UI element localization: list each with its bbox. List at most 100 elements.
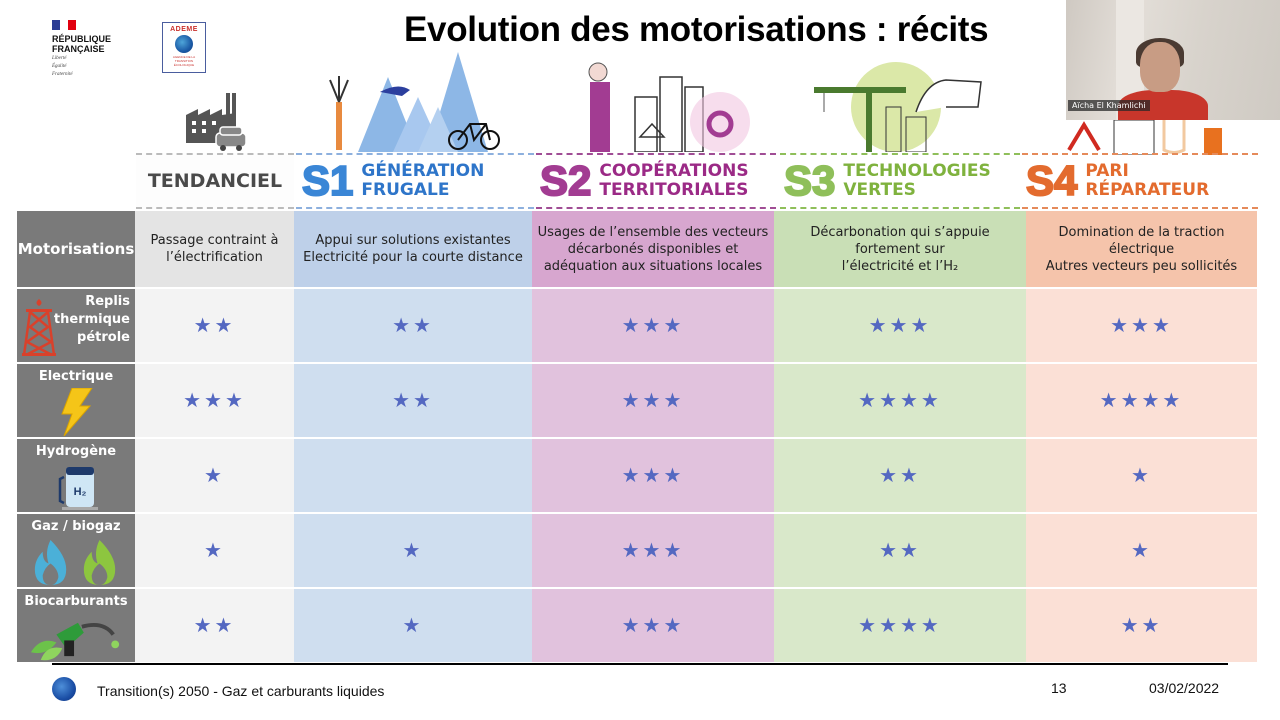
scenario-label-line2: RÉPARATEUR xyxy=(1085,180,1210,200)
star-rating: ★ xyxy=(1131,463,1152,487)
description-s2: Usages de l’ensemble des vecteurs décarbo… xyxy=(532,211,774,287)
label-line1: Electrique xyxy=(38,369,114,384)
star-rating: ★ xyxy=(204,463,225,487)
rating-cell: ★ xyxy=(294,514,532,587)
star-rating: ★★ xyxy=(193,613,236,637)
footer-presentation-title: Transition(s) 2050 - Gaz et carburants l… xyxy=(97,683,385,699)
scenario-label: PARI RÉPARATEUR xyxy=(1085,162,1209,200)
star-rating: ★★★★ xyxy=(858,613,942,637)
rating-cell xyxy=(294,439,532,512)
ademe-sub3: ÉCOLOGIQUE xyxy=(173,63,195,67)
webcam-video-tile[interactable]: Aïcha El Khamlichi xyxy=(1066,0,1280,120)
table-row: Gaz / biogaz ★ ★ ★★★ ★★ ★ xyxy=(17,514,1257,589)
rating-cell: ★★★★ xyxy=(774,589,1026,662)
table-row: Replis thermique pétrole ★★ ★★ ★★★ ★★★ ★… xyxy=(17,289,1257,364)
ademe-logo: ADEME AGENCE DE LA TRANSITION ÉCOLOGIQUE xyxy=(162,22,206,73)
label-line1: Hydrogène xyxy=(35,444,117,459)
rf-motto3: Fraternité xyxy=(52,72,73,77)
scenario-label-line1: PARI xyxy=(1085,161,1129,181)
rating-cell: ★★★ xyxy=(1026,289,1257,362)
star-rating: ★★★ xyxy=(621,538,685,562)
table-row: Biocarburants ★★ ★ ★★★ ★★★★ ★★ xyxy=(17,589,1257,662)
label-line1: Biocarburants xyxy=(24,594,128,609)
star-rating: ★★ xyxy=(392,313,434,337)
rating-cell: ★★★★ xyxy=(774,364,1026,437)
label-line1: Gaz / biogaz xyxy=(31,519,121,534)
scenario-label-line2: TERRITORIALES xyxy=(599,180,749,200)
biofuel-nozzle-icon xyxy=(30,622,120,661)
participant-face xyxy=(1140,42,1180,92)
frugal-illustration-icon xyxy=(329,52,500,152)
star-rating: ★★★★ xyxy=(1099,388,1184,412)
globe-icon xyxy=(175,35,193,53)
rating-cell: ★★★ xyxy=(532,589,774,662)
oil-derrick-icon xyxy=(22,299,56,357)
svg-text:H₂: H₂ xyxy=(74,486,87,498)
rf-motto2: Égalité xyxy=(52,64,67,69)
scenario-number: S2 xyxy=(539,157,592,204)
scenario-label: GÉNÉRATION FRUGALE xyxy=(361,162,484,200)
scenario-label-line1: COOPÉRATIONS xyxy=(599,161,749,181)
scenario-number: S4 xyxy=(1025,157,1078,204)
table-row: Hydrogène H₂ ★ ★★★ ★★ ★ xyxy=(17,439,1257,514)
description-s4: Domination de la traction électrique Autre… xyxy=(1026,211,1257,287)
table-header-row: Motorisations Passage contraint à l’élect… xyxy=(17,211,1257,289)
participant-name-label: Aïcha El Khamlichi xyxy=(1068,100,1150,111)
ademe-sub1: AGENCE DE LA xyxy=(172,55,196,59)
row-label-petrole: Replis thermique pétrole xyxy=(17,289,135,362)
row-label-hydrogene: Hydrogène H₂ xyxy=(17,439,135,512)
motorisations-header: Motorisations xyxy=(17,211,135,287)
rating-cell: ★ xyxy=(135,514,294,587)
repair-illustration-icon xyxy=(1067,120,1222,155)
star-rating: ★ xyxy=(1131,538,1152,562)
label-line1: Replis xyxy=(85,294,130,309)
star-rating: ★★ xyxy=(1120,613,1163,637)
hydrogen-pump-icon: H₂ xyxy=(58,467,98,510)
rating-cell: ★★ xyxy=(135,589,294,662)
star-rating: ★★★ xyxy=(621,613,685,637)
scenario-header-tendanciel: TENDANCIEL xyxy=(136,153,294,209)
rating-cell: ★★★ xyxy=(532,514,774,587)
gas-flames-icon xyxy=(34,539,116,586)
scenario-header-s4: S4 PARI RÉPARATEUR xyxy=(1022,153,1258,209)
description-tendanciel: Passage contraint à l’électrification xyxy=(135,211,294,287)
french-flag-icon xyxy=(52,20,76,30)
star-rating: ★★★ xyxy=(183,388,246,412)
rating-cell: ★ xyxy=(135,439,294,512)
rating-cell: ★ xyxy=(1026,514,1257,587)
star-rating: ★★★ xyxy=(621,313,685,337)
scenario-header-s2: S2 COOPÉRATIONS TERRITORIALES xyxy=(536,153,776,209)
rating-cell: ★★★ xyxy=(774,289,1026,362)
description-s1: Appui sur solutions existantes Electricit… xyxy=(294,211,532,287)
scenario-number: S1 xyxy=(301,157,354,204)
rating-cell: ★★ xyxy=(294,289,532,362)
page-title: Evolution des motorisations : récits xyxy=(404,10,989,49)
motorisations-table: Motorisations Passage contraint à l’élect… xyxy=(17,211,1257,662)
star-rating: ★★ xyxy=(193,313,236,337)
footer-divider xyxy=(52,663,1228,665)
description-s3: Décarbonation qui s’appuie fortement sur l… xyxy=(774,211,1026,287)
star-rating: ★★★ xyxy=(1110,313,1173,337)
star-rating: ★★ xyxy=(879,538,921,562)
label-line3: pétrole xyxy=(77,330,130,345)
label-line2: thermique xyxy=(53,312,130,327)
scenario-header-s3: S3 TECHNOLOGIES VERTES xyxy=(780,153,1020,209)
scenario-number: S3 xyxy=(783,157,836,204)
star-rating: ★★★ xyxy=(868,313,932,337)
scenario-label-line2: FRUGALE xyxy=(361,180,450,200)
scenario-label: TENDANCIEL xyxy=(147,169,283,192)
row-label-biocarburants: Biocarburants xyxy=(17,589,135,662)
scenario-label: TECHNOLOGIES VERTES xyxy=(843,162,990,200)
scenario-label: COOPÉRATIONS TERRITORIALES xyxy=(599,162,748,200)
star-rating: ★ xyxy=(402,613,424,637)
star-rating: ★ xyxy=(204,538,225,562)
rating-cell: ★★ xyxy=(294,364,532,437)
rating-cell: ★★ xyxy=(135,289,294,362)
star-rating: ★★★ xyxy=(621,388,685,412)
row-label-electrique: Electrique xyxy=(17,364,135,437)
ademe-sub2: TRANSITION xyxy=(174,59,194,63)
rating-cell: ★★★ xyxy=(532,289,774,362)
row-label-gaz: Gaz / biogaz xyxy=(17,514,135,587)
scenario-header-s1: S1 GÉNÉRATION FRUGALE xyxy=(296,153,534,209)
lightning-bolt-icon xyxy=(61,388,93,436)
